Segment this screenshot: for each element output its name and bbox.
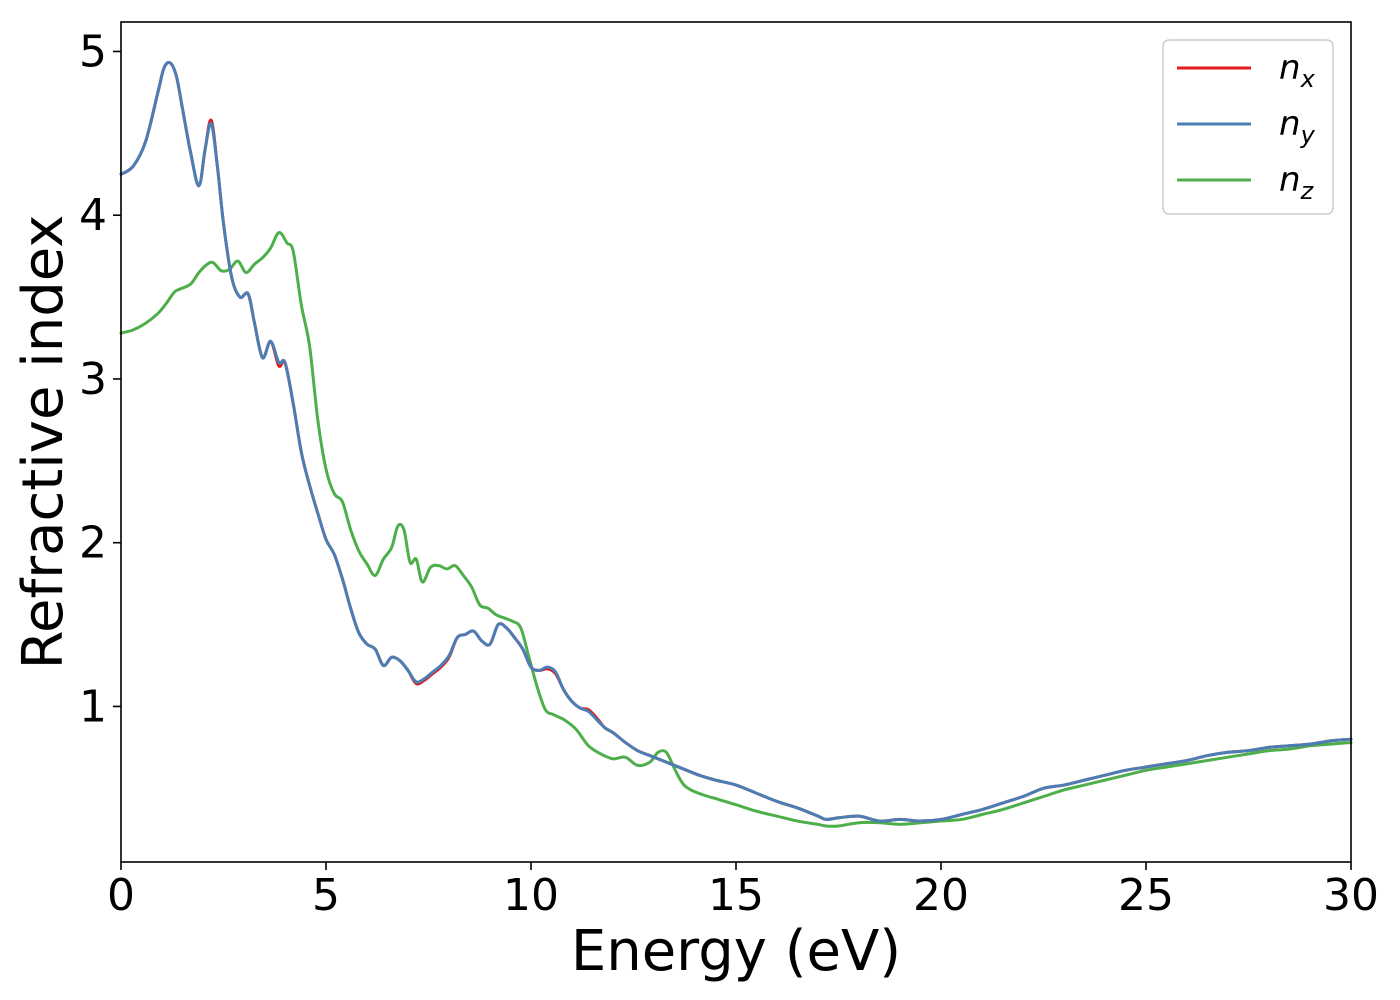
x-tick-label: 0 bbox=[107, 870, 135, 921]
y-axis: 1 2 3 4 5 bbox=[79, 26, 121, 732]
x-tick-label: 20 bbox=[913, 870, 969, 921]
y-tick-label: 3 bbox=[79, 354, 107, 405]
x-tick-label: 25 bbox=[1118, 870, 1174, 921]
legend-label-nz: nz bbox=[1279, 160, 1315, 205]
y-tick-label: 4 bbox=[79, 190, 107, 241]
x-axis-label: Energy (eV) bbox=[571, 919, 901, 984]
y-tick-label: 1 bbox=[79, 681, 107, 732]
x-tick-label: 10 bbox=[503, 870, 559, 921]
x-tick-label: 15 bbox=[708, 870, 764, 921]
x-tick-label: 30 bbox=[1323, 870, 1379, 921]
y-tick-label: 2 bbox=[79, 518, 107, 569]
series-line-nz bbox=[119, 231, 1353, 828]
legend-label-ny: ny bbox=[1279, 104, 1316, 149]
series-layer bbox=[119, 60, 1353, 828]
legend-entries: nx ny nz bbox=[1177, 48, 1316, 205]
legend: nx ny nz bbox=[1162, 39, 1334, 215]
legend-box bbox=[1162, 39, 1334, 215]
x-tick-label: 5 bbox=[312, 870, 340, 921]
series-line-ny bbox=[119, 60, 1353, 823]
x-axis: 0 5 10 15 20 25 30 bbox=[107, 862, 1379, 921]
legend-label-nx: nx bbox=[1279, 48, 1316, 93]
y-axis-label: Refractive index bbox=[11, 215, 76, 670]
y-tick-label: 5 bbox=[79, 26, 107, 77]
